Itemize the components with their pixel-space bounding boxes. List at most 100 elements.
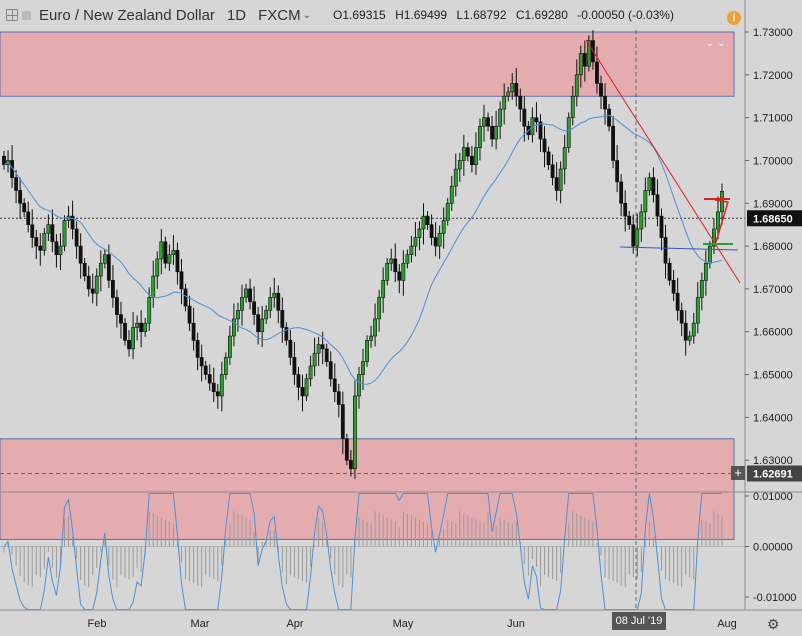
candle-body (397, 271, 402, 281)
candle-body (14, 177, 19, 191)
candle-body (486, 117, 490, 127)
price-tick-label: 1.64000 (753, 412, 793, 424)
candle-body (433, 237, 438, 247)
trend-line[interactable] (585, 39, 741, 284)
candle-body (699, 280, 704, 298)
candle-body (498, 108, 503, 127)
candle-body (542, 138, 547, 153)
candle-body (248, 288, 252, 303)
candle-body (340, 404, 345, 440)
candle-body (276, 292, 281, 311)
candle-body (377, 297, 382, 320)
candle-body (570, 95, 575, 118)
candle-body (373, 318, 378, 337)
candle-body (74, 228, 79, 247)
interval-label[interactable]: 1D (226, 6, 247, 24)
candle-body (595, 61, 599, 84)
candle-body (675, 292, 680, 311)
candle-body (389, 258, 394, 264)
change-value: -0.00050 (-0.03%) (577, 8, 674, 22)
candle-body (252, 301, 256, 315)
candle-body (102, 254, 107, 264)
candle-body (449, 185, 454, 204)
symbol-title[interactable]: Euro / New Zealand Dollar (39, 6, 215, 24)
candlestick-series (2, 30, 724, 480)
candle-body (98, 262, 103, 277)
candle-body (369, 335, 373, 341)
candle-body (171, 250, 176, 255)
price-tick-label: 1.67000 (753, 284, 793, 296)
time-axis[interactable]: Feb Mar Apr May Jun Aug (88, 618, 737, 630)
price-axis-background (745, 0, 802, 636)
candle-body (554, 177, 559, 191)
candle-body (679, 310, 684, 324)
candle-body (123, 322, 127, 341)
candle-body (78, 245, 83, 264)
candle-body (328, 361, 333, 380)
candle-body (409, 245, 414, 255)
candle-body (58, 245, 63, 255)
candle-body (470, 155, 474, 166)
alert-icon[interactable]: ! (727, 11, 741, 25)
candle-body (344, 438, 349, 461)
candle-body (441, 220, 446, 234)
candle-body (510, 83, 515, 93)
candle-body (703, 262, 708, 281)
candle-body (284, 327, 289, 341)
projection-path[interactable] (714, 199, 729, 243)
chevron-down-icon[interactable]: ⌄ (302, 9, 311, 21)
close-value: C1.69280 (515, 8, 568, 22)
candle-body (365, 340, 369, 363)
candle-body (474, 147, 478, 166)
expand-icon[interactable] (6, 9, 18, 21)
candle-body (707, 245, 712, 264)
exchange-label[interactable]: FXCM (258, 6, 301, 24)
trend-drawings (585, 39, 741, 284)
candle-body (236, 310, 240, 320)
candle-body (385, 262, 390, 281)
candle-body (2, 155, 6, 166)
candle-body (712, 228, 716, 247)
candle-body (615, 160, 620, 183)
candle-body (457, 160, 462, 170)
candle-body (361, 361, 365, 375)
support-line[interactable] (619, 246, 739, 251)
candle-body (240, 297, 244, 311)
candle-body (119, 314, 123, 324)
candle-body (211, 382, 216, 392)
time-tick-label: May (393, 618, 414, 630)
candle-body (94, 275, 99, 294)
candle-body (42, 232, 47, 251)
candle-body (603, 95, 607, 110)
candle-body (143, 322, 148, 333)
candle-body (401, 262, 406, 281)
candle-body (38, 245, 43, 251)
time-tick-label: Apr (286, 618, 303, 630)
time-tick-label: Aug (717, 618, 737, 630)
open-value: O1.69315 (333, 8, 386, 22)
crosshair-add-icon[interactable]: + (731, 466, 745, 480)
candle-body (106, 254, 111, 281)
candle-body (26, 211, 31, 225)
candle-body (312, 352, 317, 367)
candle-body (478, 125, 482, 148)
candle-body (18, 190, 23, 204)
candle-body (619, 181, 624, 204)
price-zone[interactable] (0, 31, 735, 97)
candle-body (34, 237, 39, 247)
settings-icon[interactable]: ⚙ (767, 616, 780, 632)
current-price-text: 1.68650 (753, 213, 793, 225)
reference-lines (0, 30, 745, 610)
price-labels: 1.68650 1.62691 (747, 210, 802, 482)
candle-body (490, 125, 494, 140)
pane-controls-icon[interactable]: ⌄ ⌄ (706, 38, 726, 49)
candle-body (167, 254, 172, 264)
candle-body (244, 288, 248, 298)
candle-body (437, 232, 442, 247)
candle-body (534, 117, 539, 123)
candle-body (115, 297, 119, 315)
candle-body (260, 318, 265, 333)
time-tick-label: Mar (191, 618, 210, 630)
